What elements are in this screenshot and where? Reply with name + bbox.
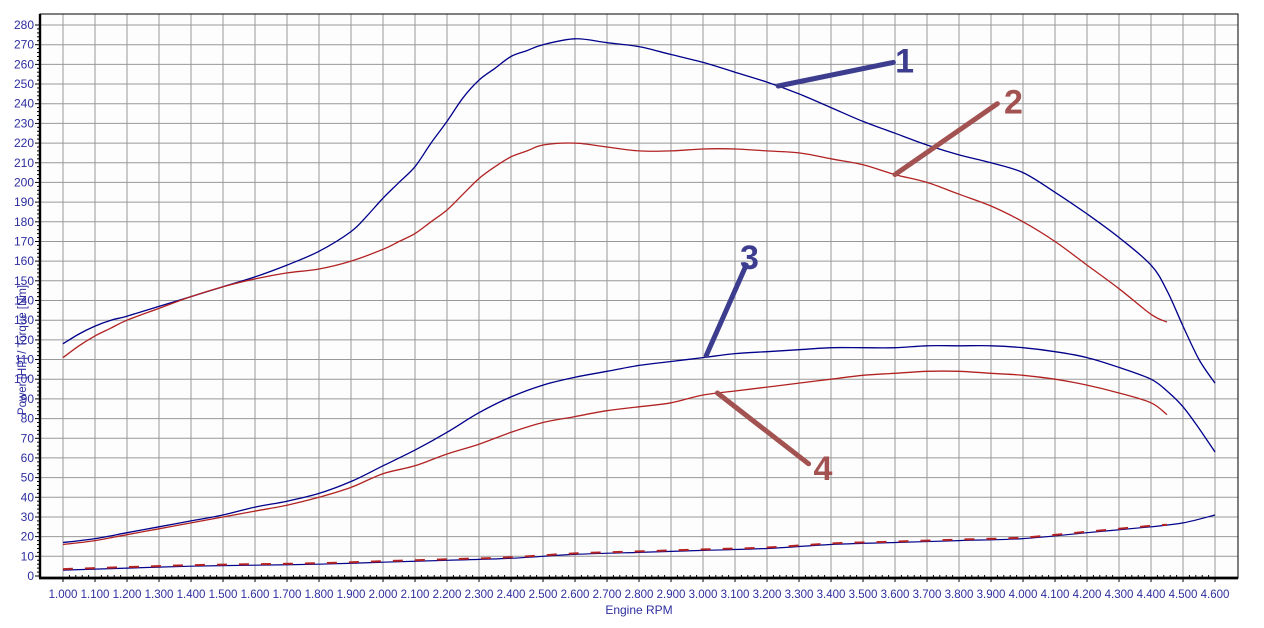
x-tick-label: 2.600 xyxy=(561,589,590,601)
y-tick-label: 20 xyxy=(21,530,35,544)
x-tick-label: 3.500 xyxy=(849,589,878,601)
y-tick-label: 250 xyxy=(14,77,34,91)
y-tick-label: 260 xyxy=(14,57,34,71)
y-tick-labels: 0 10 20 30 40 50 60 70 80 90 100 110 120 130 140 150 160… xyxy=(14,18,34,583)
y-tick-label: 270 xyxy=(14,38,34,52)
y-tick-label: 80 xyxy=(21,412,35,426)
y-tick-label: 160 xyxy=(14,254,34,268)
annotation-leader-2 xyxy=(892,101,1000,178)
annotation-label-4: 4 xyxy=(814,450,833,488)
y-tick-label: 130 xyxy=(14,313,34,327)
y-tick-label: 240 xyxy=(14,97,34,111)
curve-power-curve-3 xyxy=(62,344,1216,544)
y-tick-label: 50 xyxy=(21,471,35,485)
y-tick-label: 70 xyxy=(21,431,35,445)
y-tick-label: 150 xyxy=(14,274,34,288)
y-tick-label: 110 xyxy=(15,353,34,367)
y-tick-label: 100 xyxy=(14,372,34,386)
x-tick-label: 3.100 xyxy=(721,589,750,601)
x-tick-label: 3.000 xyxy=(689,589,718,601)
curve-torque-curve-1 xyxy=(62,38,1216,384)
x-tick-label: 2.100 xyxy=(401,589,430,601)
x-tick-label: 4.100 xyxy=(1041,589,1070,601)
x-tick-label: 4.600 xyxy=(1201,589,1230,601)
x-tick-label: 4.400 xyxy=(1137,589,1166,601)
curve-power-curve-4 xyxy=(62,370,1168,546)
y-tick-label: 30 xyxy=(21,510,35,524)
x-tick-label: 1.400 xyxy=(177,589,206,601)
x-tick-label: 3.300 xyxy=(785,589,814,601)
annotation-label-1: 1 xyxy=(895,42,914,80)
x-tick-label: 3.200 xyxy=(753,589,782,601)
y-tick-label: 10 xyxy=(21,549,35,563)
x-tick-label: 4.200 xyxy=(1073,589,1102,601)
gridlines xyxy=(40,14,1238,578)
x-tick-label: 1.900 xyxy=(337,589,366,601)
x-tick-label: 2.700 xyxy=(593,589,622,601)
curve-torque-curve-2 xyxy=(62,142,1168,359)
x-tick-labels: 1.000 1.100 1.200 1.300 1.400 1.500 1.600 1.700… xyxy=(49,589,1230,601)
annotation-leader-4 xyxy=(714,390,812,467)
annotation-label-2: 2 xyxy=(1004,84,1023,122)
y-tick-label: 140 xyxy=(14,294,34,308)
y-tick-label: 220 xyxy=(14,136,34,150)
x-tick-label: 2.400 xyxy=(497,589,526,601)
x-tick-label: 4.000 xyxy=(1009,589,1038,601)
x-tick-label: 1.800 xyxy=(305,589,334,601)
x-tick-label: 1.100 xyxy=(81,589,110,601)
x-tick-label: 4.500 xyxy=(1169,589,1198,601)
annotation-label-3: 3 xyxy=(740,239,759,277)
y-tick-label: 170 xyxy=(14,235,34,249)
x-tick-label: 1.600 xyxy=(241,589,270,601)
x-tick-label: 2.300 xyxy=(465,589,494,601)
y-tick-label: 210 xyxy=(14,156,34,170)
x-tick-label: 1.200 xyxy=(113,589,142,601)
y-tick-label: 0 xyxy=(27,569,34,583)
x-tick-label: 1.700 xyxy=(273,589,302,601)
x-tick-label: 2.900 xyxy=(657,589,686,601)
annotation-leader-3 xyxy=(703,262,749,359)
y-axis-title: Power [HP] / Torque [Nm] xyxy=(17,284,29,416)
x-tick-label: 3.700 xyxy=(913,589,942,601)
x-axis-title: Engine RPM xyxy=(605,603,673,617)
annotation-leader-1 xyxy=(775,59,896,89)
x-tick-label: 3.800 xyxy=(945,589,974,601)
y-tick-label: 190 xyxy=(14,195,34,209)
x-tick-label: 3.900 xyxy=(977,589,1006,601)
x-tick-label: 1.000 xyxy=(49,589,78,601)
y-tick-label: 120 xyxy=(14,333,34,347)
y-tick-label: 280 xyxy=(14,18,34,32)
x-tick-label: 4.300 xyxy=(1105,589,1134,601)
y-tick-label: 90 xyxy=(21,392,35,406)
x-tick-label: 2.800 xyxy=(625,589,654,601)
x-tick-label: 2.200 xyxy=(433,589,462,601)
y-tick-label: 180 xyxy=(14,215,34,229)
y-tick-label: 230 xyxy=(14,116,34,130)
y-tick-label: 60 xyxy=(21,451,35,465)
x-tick-label: 3.400 xyxy=(817,589,846,601)
x-tick-label: 1.500 xyxy=(209,589,238,601)
y-tick-label: 40 xyxy=(21,490,35,504)
y-tick-label: 200 xyxy=(14,175,34,189)
x-tick-label: 1.300 xyxy=(145,589,174,601)
curve-baseline-red-dashed xyxy=(62,523,1168,571)
x-tick-label: 3.600 xyxy=(881,589,910,601)
x-tick-label: 2.000 xyxy=(369,589,398,601)
x-tick-label: 2.500 xyxy=(529,589,558,601)
